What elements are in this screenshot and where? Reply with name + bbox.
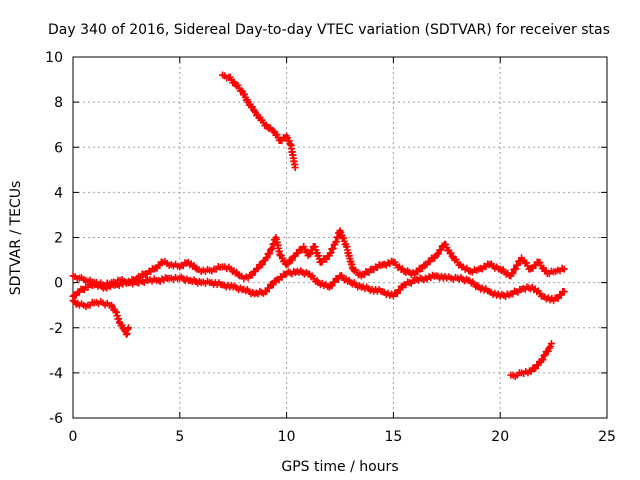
x-tick-label-1: 5: [175, 429, 184, 445]
point-main-band-upper-310: [509, 269, 517, 277]
y-tick-label-5: 4: [54, 185, 63, 201]
point-main-band-upper-95: [248, 271, 256, 279]
point-main-band-upper-134: [284, 260, 292, 268]
x-axis-ticks: [72, 57, 608, 418]
point-main-band-lower-107: [265, 284, 273, 292]
y-tick-label-6: 6: [54, 140, 63, 156]
point-main-band-upper-102: [258, 260, 266, 268]
point-early-dip-38: [125, 324, 133, 332]
y-tick-label-3: 0: [54, 276, 63, 292]
point-main-band-upper-141: [294, 249, 302, 257]
y-tick-label-8: 10: [45, 50, 63, 66]
x-axis-tick-labels: 0 5 10 15 20 25: [69, 429, 616, 445]
point-main-band-lower-186: [393, 289, 401, 297]
point-main-band-upper-152: [306, 250, 314, 258]
point-main-band-upper-169: [322, 255, 330, 263]
point-main-band-lower-188: [396, 286, 404, 294]
point-main-band-upper-313: [512, 265, 520, 273]
point-main-band-upper-173: [327, 249, 335, 257]
point-main-band-lower-148: [331, 278, 339, 286]
point-main-band-upper-106: [263, 254, 271, 262]
y-axis-label: SDTVAR / TECUs: [8, 181, 24, 296]
point-main-band-upper-347: [560, 265, 568, 273]
point-main-band-upper-133: [283, 261, 291, 269]
point-main-band-lower-105: [263, 288, 271, 296]
point-main-band-upper-98: [253, 265, 261, 273]
point-main-band-upper-315: [514, 261, 522, 269]
x-tick-label-4: 20: [491, 429, 509, 445]
point-main-band-upper-109: [266, 249, 274, 257]
chart-title: Day 340 of 2016, Sidereal Day-to-day VTE…: [48, 22, 610, 38]
point-high-arc-26: [251, 107, 259, 115]
point-main-band-upper-99: [254, 264, 262, 272]
x-tick-label-5: 25: [598, 429, 616, 445]
y-tick-label-0: -6: [49, 411, 63, 427]
y-tick-label-2: -2: [49, 321, 63, 337]
point-late-negative-19: [539, 356, 547, 364]
y-axis-tick-labels: -6 -4 -2 0 2 4 6 8 10: [45, 50, 63, 427]
point-main-band-upper-250: [418, 265, 426, 273]
series-main-band-lower: [69, 267, 568, 305]
data-points: [69, 71, 568, 381]
x-tick-label-3: 15: [384, 429, 402, 445]
point-main-band-upper-263: [437, 246, 445, 254]
series-high-arc: [219, 71, 299, 172]
point-main-band-upper-261: [435, 250, 443, 258]
point-main-band-lower-146: [328, 282, 336, 290]
point-main-band-upper-65: [191, 264, 199, 272]
x-tick-label-0: 0: [69, 429, 78, 445]
point-late-negative-20: [540, 352, 548, 360]
y-tick-label-1: -4: [49, 366, 63, 382]
series-late-negative: [507, 340, 555, 381]
point-late-negative-27: [547, 340, 555, 348]
x-axis-label: GPS time / hours: [281, 459, 398, 475]
y-tick-label-4: 2: [54, 231, 63, 247]
point-main-band-upper-87: [234, 271, 242, 279]
x-tick-label-2: 10: [278, 429, 296, 445]
point-high-arc-68: [291, 164, 299, 172]
y-tick-label-7: 8: [54, 95, 63, 111]
point-main-band-lower-110: [269, 281, 277, 289]
point-main-band-upper-137: [288, 256, 296, 264]
point-high-arc-54: [285, 137, 293, 145]
y-axis-ticks: [73, 56, 607, 419]
point-main-band-lower-283: [560, 288, 568, 296]
point-main-band-upper-176: [329, 244, 337, 252]
series-early-dip: [69, 297, 133, 339]
